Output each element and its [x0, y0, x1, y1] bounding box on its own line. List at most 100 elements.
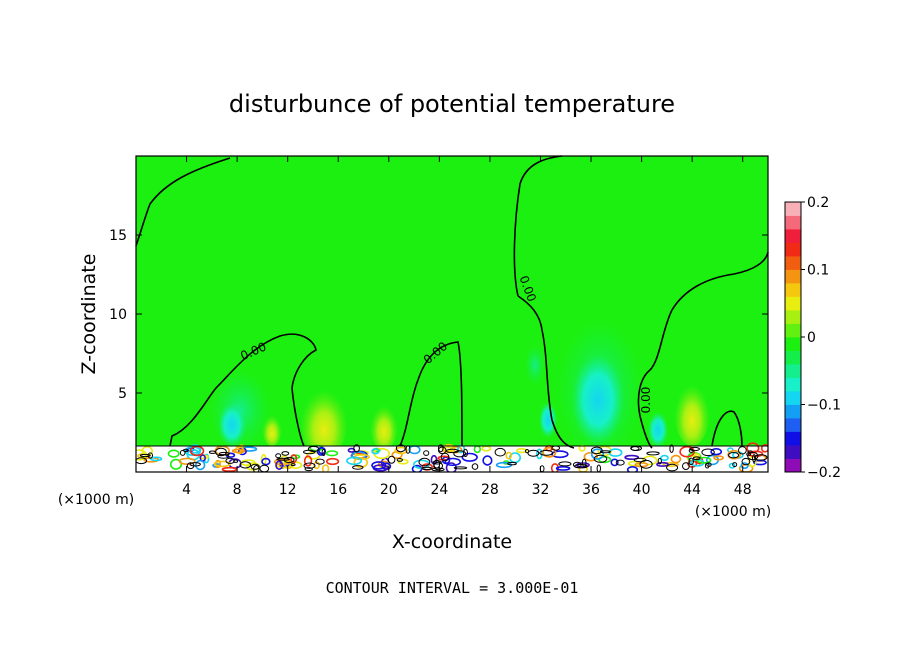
colorbar: 0.2 0.1 0 −0.1 −0.2 [784, 195, 841, 481]
x-tick-label: 36 [582, 482, 600, 498]
surface-eddy [304, 467, 313, 472]
colorbar-swatch [785, 337, 801, 351]
surface-eddy [281, 451, 290, 456]
x-tick-label: 48 [734, 482, 752, 498]
surface-eddy [371, 461, 387, 470]
surface-eddy [195, 459, 206, 471]
surface-eddy [233, 459, 239, 463]
surface-eddy [461, 452, 478, 462]
zero-contour-line [637, 369, 653, 449]
surface-eddy [321, 464, 330, 472]
surface-eddy [590, 446, 603, 455]
x-tick-label: 40 [633, 482, 651, 498]
surface-eddy [321, 449, 326, 456]
surface-eddy [453, 450, 467, 458]
surface-eddy [738, 446, 747, 455]
surface-eddy [457, 444, 465, 454]
surface-eddy [432, 460, 442, 465]
surface-eddy [221, 466, 238, 472]
surface-eddy [471, 463, 479, 470]
surface-eddy [536, 448, 543, 460]
field-region [218, 403, 246, 447]
surface-eddy [494, 447, 506, 457]
colorbar-swatch [785, 283, 801, 297]
surface-eddy [572, 461, 582, 468]
surface-eddy [290, 463, 296, 467]
zero-contour-line [135, 157, 231, 247]
colorbar-tick-label: 0.1 [807, 263, 829, 279]
contour-fill-layer [136, 320, 768, 472]
surface-eddy [558, 461, 572, 467]
surface-eddy [542, 446, 557, 458]
colorbar-swatch [785, 296, 801, 311]
colorbar-tick-label: −0.1 [807, 398, 841, 414]
surface-eddy [746, 452, 752, 457]
field-region [572, 355, 624, 445]
surface-eddy [433, 461, 444, 471]
surface-eddy [662, 462, 680, 467]
field-region [674, 374, 710, 446]
colorbar-swatch [785, 310, 801, 324]
zero-contour-line [711, 410, 743, 447]
surface-eddy [275, 460, 284, 471]
surface-eddy [371, 448, 380, 455]
surface-eddy [303, 462, 316, 469]
surface-eddy [186, 462, 195, 470]
surface-eddy [642, 455, 658, 466]
zero-contour-line [649, 251, 769, 371]
colorbar-swatch [785, 350, 801, 365]
colorbar-swatch [785, 215, 801, 230]
zero-contour-line [513, 155, 563, 297]
surface-eddy [183, 448, 189, 453]
surface-eddy [701, 448, 715, 457]
surface-eddy [326, 457, 340, 466]
colorbar-tick-label: 0.2 [807, 195, 829, 211]
zero-contour-line [517, 295, 575, 449]
x-tick-label: 24 [430, 482, 448, 498]
colorbar-swatch [785, 256, 801, 270]
colorbar-swatch [785, 229, 801, 243]
surface-eddy [147, 452, 154, 459]
y-tick-label: 10 [109, 307, 127, 323]
surface-eddy [275, 453, 282, 459]
field-region [539, 402, 557, 438]
surface-eddy [261, 457, 271, 466]
surface-eddy [728, 462, 736, 469]
surface-eddy [666, 463, 679, 472]
surface-eddy [670, 454, 682, 464]
surface-eddy [610, 458, 619, 467]
colorbar-swatch [785, 242, 801, 257]
surface-eddy [516, 448, 528, 454]
surface-eddy [391, 450, 403, 460]
surface-eddy [626, 466, 639, 472]
surface-eddy [325, 450, 339, 457]
surface-eddy [303, 449, 316, 455]
surface-eddy [583, 451, 598, 462]
surface-eddy [728, 452, 740, 459]
x-units-right: (×1000 m) [695, 504, 771, 520]
surface-eddy [524, 449, 530, 454]
surface-eddy [445, 462, 457, 472]
zero-contours [135, 155, 769, 449]
surface-eddy [505, 451, 513, 460]
surface-eddy [507, 461, 517, 466]
colorbar-swatch [785, 431, 801, 446]
field-region [370, 398, 398, 450]
colorbar-swatch [785, 404, 801, 419]
surface-eddy [225, 457, 235, 464]
surface-eddy [463, 448, 468, 457]
colorbar-swatch [785, 418, 801, 432]
colorbar-swatch [785, 445, 801, 459]
x-axis-label: X-coordinate [392, 531, 512, 553]
surface-eddy [706, 462, 712, 467]
surface-eddy [596, 464, 601, 472]
surface-eddy [306, 451, 321, 460]
surface-eddy [453, 466, 468, 470]
x-axis: 4 8 12 16 20 24 28 32 36 40 44 48 [182, 156, 752, 498]
y-axis-label: Z-coordinate [78, 254, 100, 375]
surface-eddy [633, 457, 647, 463]
colorbar-tick-label: −0.2 [807, 465, 841, 481]
surface-eddy [179, 449, 186, 456]
surface-eddy [669, 444, 674, 454]
surface-eddy [646, 451, 660, 456]
